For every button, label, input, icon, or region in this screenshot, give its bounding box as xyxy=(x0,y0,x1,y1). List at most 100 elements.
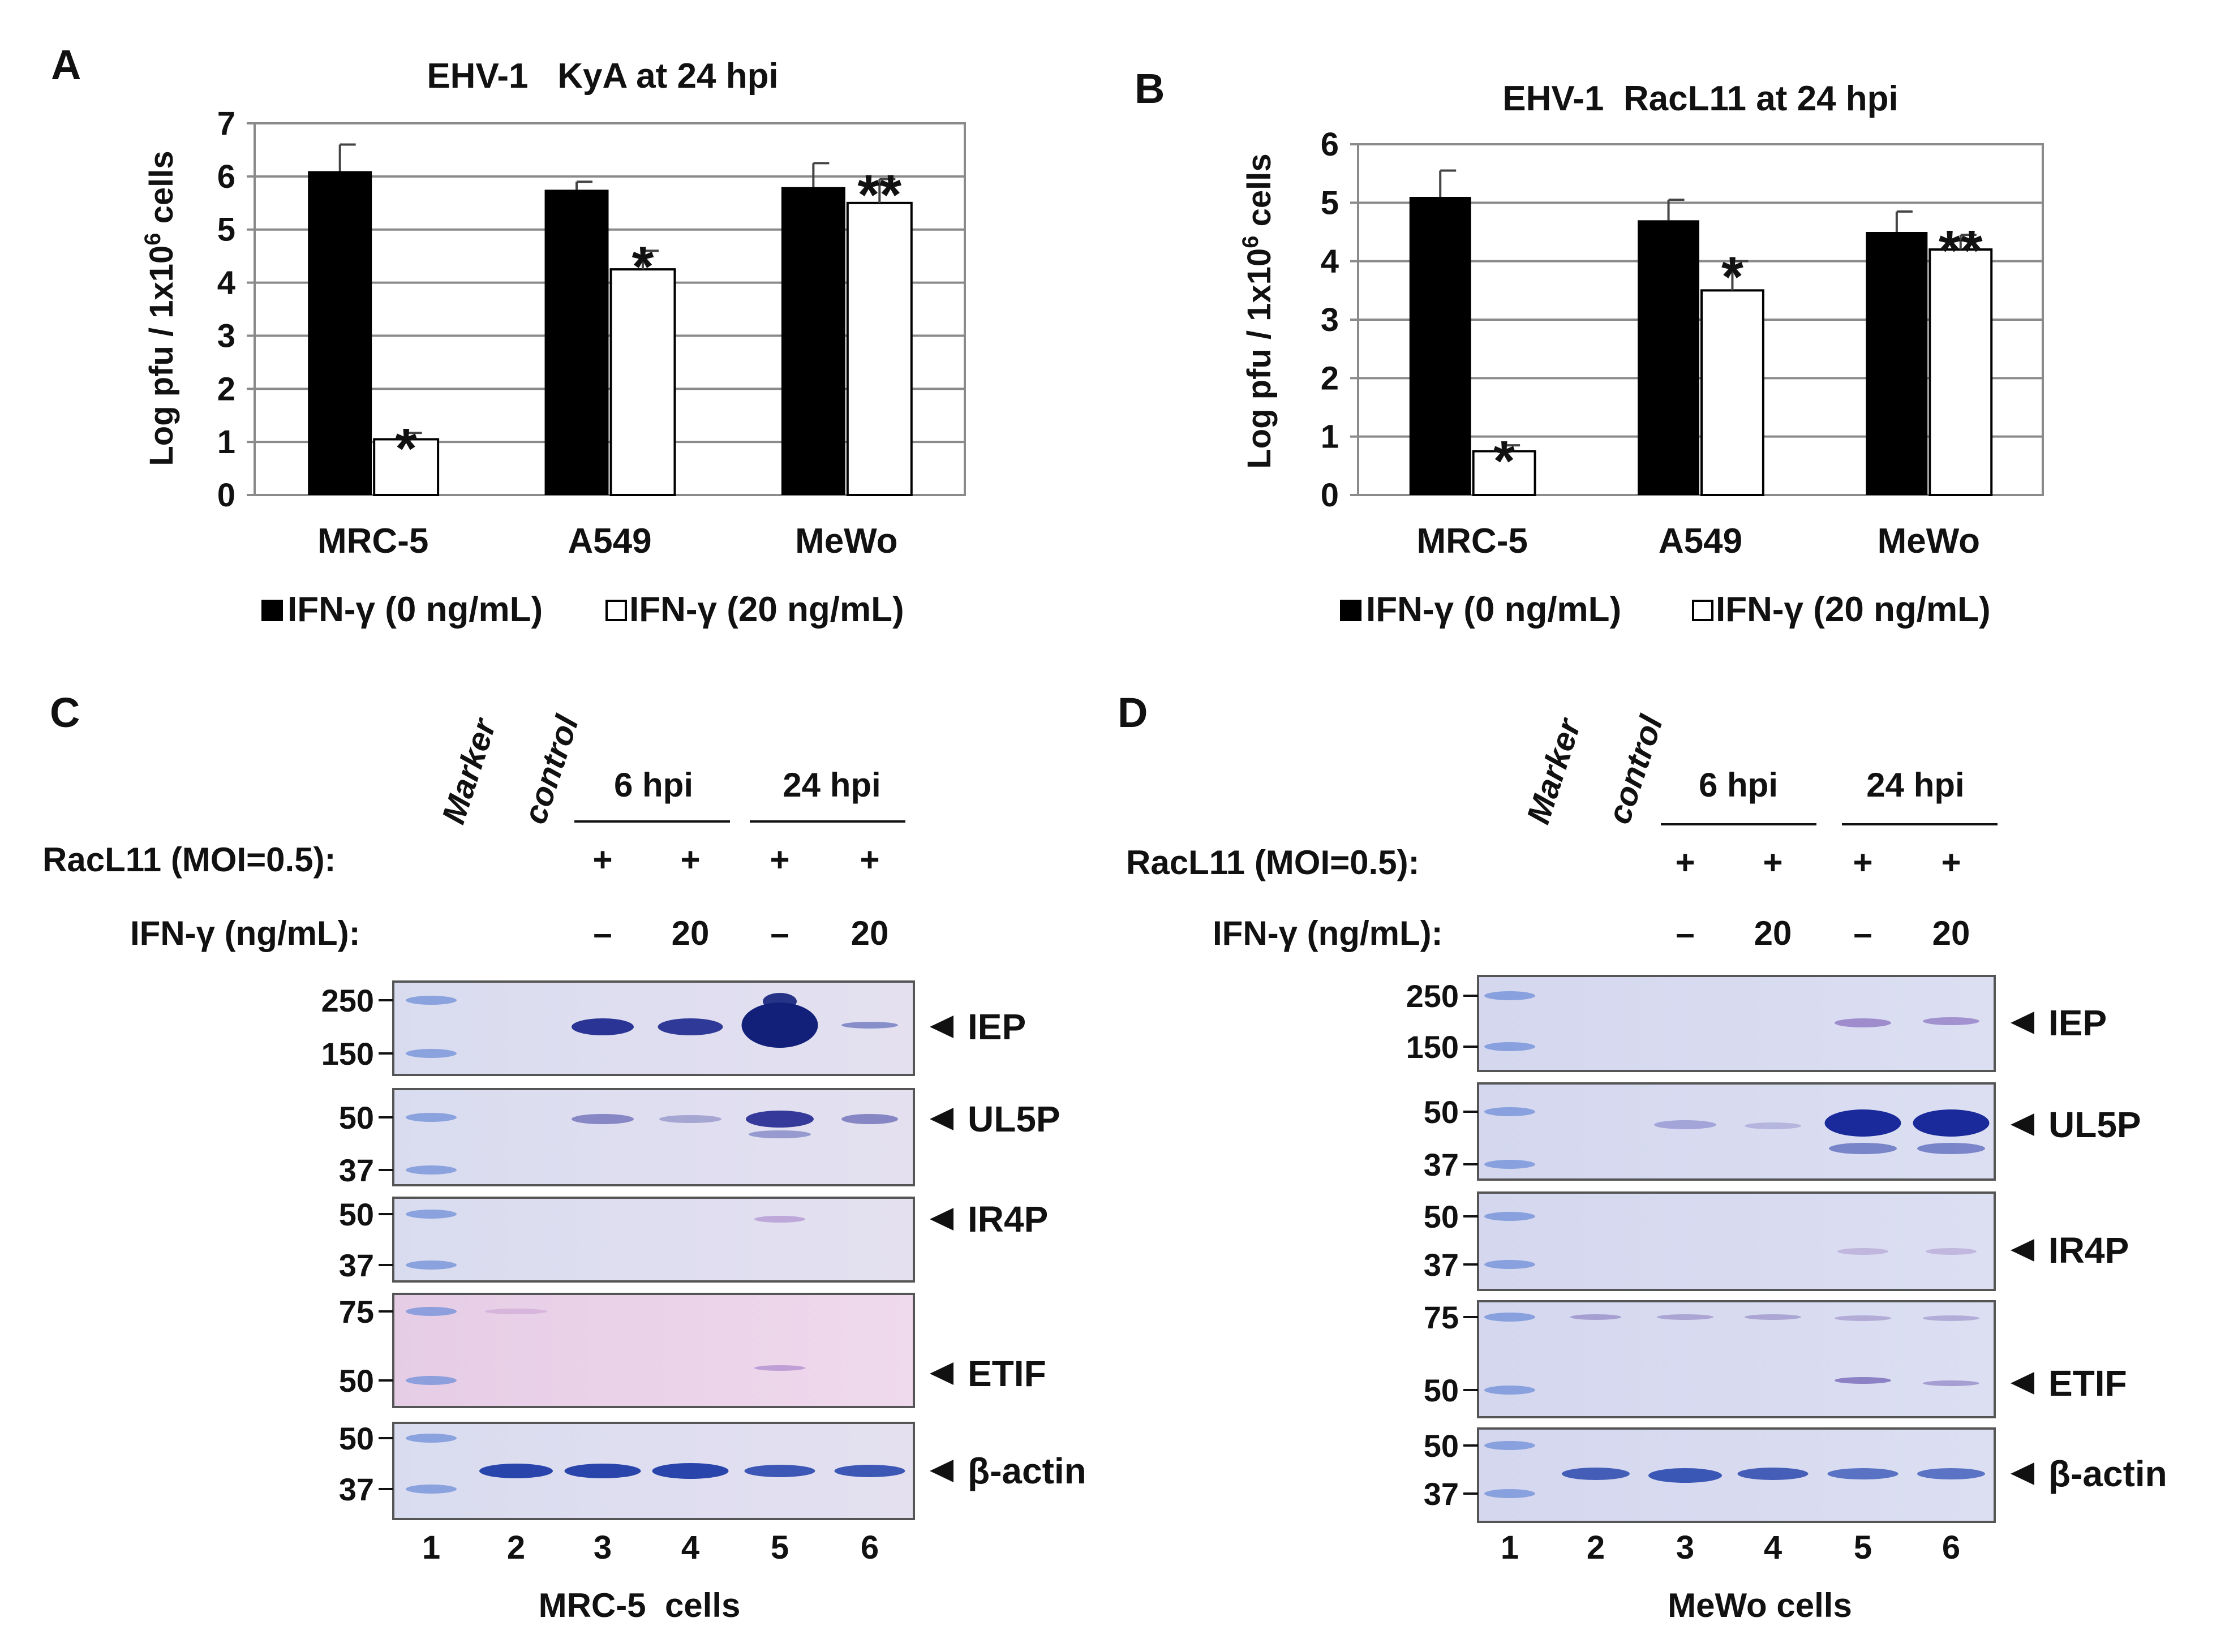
mw-marker-label: 37 xyxy=(339,1247,374,1283)
protein-band xyxy=(1484,1441,1535,1450)
protein-band xyxy=(1484,1260,1535,1269)
mw-marker-label: 50 xyxy=(339,1363,374,1399)
protein-band xyxy=(741,1003,818,1048)
membrane xyxy=(1477,1191,1996,1291)
lane-number: 5 xyxy=(771,1529,789,1566)
chart-title-b: EHV-1 RacL11 at 24 hpi xyxy=(1502,79,1898,118)
mw-marker-label: 75 xyxy=(1424,1300,1459,1335)
y-tick-label: 4 xyxy=(217,265,235,302)
protein-label: ETIF xyxy=(2048,1363,2127,1404)
category-label: MeWo xyxy=(1878,522,1980,561)
arrow-icon xyxy=(930,1362,953,1385)
lane-number: 4 xyxy=(1764,1529,1782,1566)
bar xyxy=(609,268,676,496)
racl11-value: + xyxy=(1675,844,1695,881)
lane-number: 5 xyxy=(1854,1529,1872,1566)
category-label: MRC-5 xyxy=(1417,522,1528,561)
arrow-icon xyxy=(930,1208,953,1231)
racl11-value: + xyxy=(1763,844,1782,881)
arrow-icon xyxy=(2011,1239,2034,1262)
y-tick-label: 2 xyxy=(217,371,235,407)
bar xyxy=(308,171,372,495)
protein-band xyxy=(1562,1468,1630,1480)
legend-label-0: IFN-γ (0 ng/mL) xyxy=(287,590,543,629)
cells-label-d: MeWo cells xyxy=(1668,1586,1852,1624)
protein-band xyxy=(1745,1122,1801,1129)
protein-band xyxy=(1737,1468,1809,1480)
legend-label-0: IFN-γ (0 ng/mL) xyxy=(1366,590,1621,629)
protein-band xyxy=(1484,1386,1535,1395)
lane-number: 1 xyxy=(1501,1529,1519,1566)
protein-band xyxy=(406,1113,457,1122)
protein-band xyxy=(1829,1143,1897,1154)
protein-band xyxy=(564,1464,641,1478)
bar xyxy=(1700,289,1764,496)
bar xyxy=(1472,450,1536,496)
time-group-24hpi: 24 hpi xyxy=(783,766,880,804)
y-tick-label: 0 xyxy=(1321,477,1339,514)
mw-marker-label: 50 xyxy=(1424,1428,1459,1464)
protein-band xyxy=(1484,1489,1535,1498)
bar xyxy=(1638,220,1699,495)
protein-band xyxy=(1913,1109,1990,1137)
protein-band xyxy=(1484,991,1535,1000)
mw-marker-label: 50 xyxy=(1424,1373,1459,1408)
y-tick-label: 0 xyxy=(217,477,235,514)
protein-band xyxy=(1923,1380,1979,1386)
mw-marker-label: 37 xyxy=(1424,1476,1459,1512)
legend-swatch-white xyxy=(1692,600,1713,621)
blot-strip: 250 150 IEP xyxy=(1406,975,2107,1072)
mw-marker-label: 37 xyxy=(339,1472,374,1507)
protein-band xyxy=(1648,1468,1722,1483)
mw-marker-label: 50 xyxy=(339,1100,374,1135)
row-label-racl11: RacL11 (MOI=0.5): xyxy=(42,841,336,879)
protein-label: ETIF xyxy=(968,1353,1046,1394)
arrow-icon xyxy=(2011,1113,2034,1136)
ifn-value: 20 xyxy=(851,914,889,952)
bar xyxy=(846,201,913,496)
legend-swatch-black xyxy=(261,600,283,621)
y-tick-label: 5 xyxy=(1321,184,1339,221)
legend-swatch-white xyxy=(605,600,627,621)
mw-marker-label: 150 xyxy=(321,1036,374,1072)
arrow-icon xyxy=(2011,1372,2034,1395)
significance-mark: * xyxy=(632,235,654,298)
legend-label-1: IFN-γ (20 ng/mL) xyxy=(1716,590,1991,629)
protein-band xyxy=(1835,1315,1891,1321)
blot-strip: 75 50 ETIF xyxy=(1424,1300,2127,1418)
membrane xyxy=(392,1293,915,1408)
protein-band xyxy=(1657,1314,1713,1320)
ifn-value: – xyxy=(1853,914,1872,952)
row-label-ifn: IFN-γ (ng/mL): xyxy=(1213,914,1443,952)
significance-mark: ** xyxy=(1939,219,1983,282)
panel-letter-d: D xyxy=(1118,689,1148,736)
protein-band xyxy=(406,1210,457,1219)
lane-header-marker: Marker xyxy=(435,713,504,828)
lane-number: 4 xyxy=(681,1529,699,1566)
arrow-icon xyxy=(930,1460,953,1482)
protein-band xyxy=(572,1114,634,1124)
mw-marker-label: 150 xyxy=(1406,1029,1459,1065)
membrane xyxy=(1477,1300,1996,1418)
protein-band xyxy=(744,1465,815,1477)
blot-strip: 50 37 UL5P xyxy=(339,1088,1060,1188)
racl11-value: + xyxy=(680,841,700,879)
racl11-value: + xyxy=(1853,844,1872,881)
time-group-6hpi: 6 hpi xyxy=(614,766,693,804)
arrow-icon xyxy=(930,1016,953,1038)
lane-header-control: control xyxy=(1601,710,1670,828)
protein-label: IR4P xyxy=(968,1199,1048,1240)
category-label: MeWo xyxy=(795,522,897,561)
y-axis-label-a: Log pfu / 1x106 cells xyxy=(140,150,180,466)
ifn-value: 20 xyxy=(1932,914,1970,952)
mw-marker-label: 50 xyxy=(1424,1199,1459,1234)
protein-label: UL5P xyxy=(968,1099,1060,1139)
significance-mark: * xyxy=(395,417,417,480)
y-axis-label-b: Log pfu / 1x106 cells xyxy=(1238,153,1278,468)
protein-band xyxy=(406,1165,457,1175)
arrow-icon xyxy=(930,1108,953,1130)
panel-c-western-blot: C Marker control 6 hpi 24 hpi RacL11 (MO… xyxy=(42,689,1086,1624)
blot-strip: 250 150 IEP xyxy=(321,980,1026,1076)
protein-band xyxy=(652,1463,729,1479)
